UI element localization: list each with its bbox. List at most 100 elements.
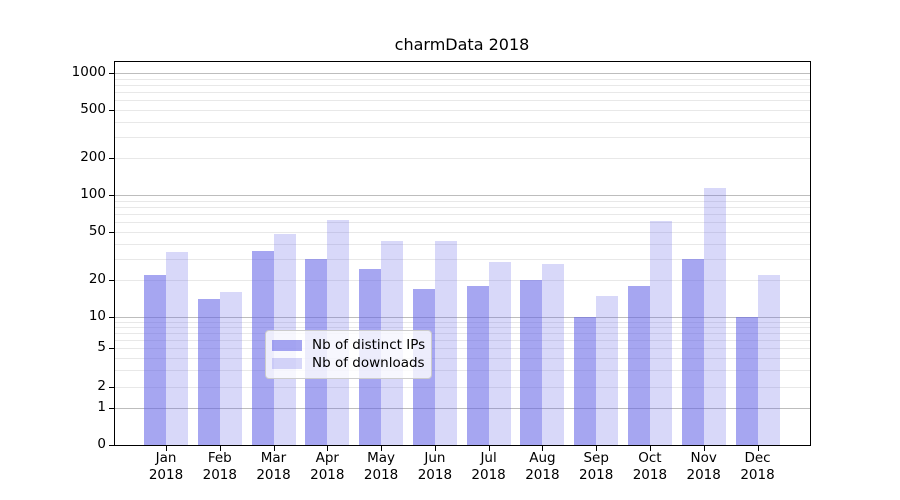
x-tick-month: Jun [424, 450, 446, 466]
x-tick-year: 2018 [471, 467, 506, 483]
x-tick-year: 2018 [148, 467, 184, 483]
x-tick-mark-apr [327, 446, 329, 451]
legend-item-downloads: Nb of downloads [272, 355, 425, 372]
gridline-minor-300 [114, 136, 810, 138]
x-tick-mark-oct [649, 446, 651, 451]
gridline-minor-900 [114, 78, 810, 80]
y-tick-mark-100 [109, 195, 114, 196]
x-tick-year: 2018 [417, 467, 453, 483]
x-tick-label-mar: Mar 2018 [244, 450, 304, 484]
y-tick-label-2: 2 [97, 377, 106, 394]
x-tick-month: Jul [480, 450, 497, 466]
bar-distinct-ips-feb [197, 299, 220, 445]
x-tick-label-dec: Dec 2018 [728, 450, 788, 484]
x-tick-year: 2018 [632, 467, 668, 483]
gridline-minor-20 [114, 280, 810, 282]
x-tick-month: Nov [690, 450, 717, 466]
x-tick-year: 2018 [310, 467, 345, 483]
x-tick-mark-may [381, 446, 383, 451]
gridline-minor-7 [114, 333, 810, 335]
gridline-minor-600 [114, 100, 810, 102]
y-tick-label-1: 1 [97, 399, 106, 416]
plot-area [114, 61, 810, 445]
x-tick-month: Apr [315, 450, 339, 466]
y-tick-mark-1000 [109, 73, 114, 74]
x-tick-label-nov: Nov 2018 [674, 450, 734, 484]
x-tick-month: Mar [260, 450, 287, 466]
x-tick-mark-aug [542, 446, 544, 451]
gridline-minor-8 [114, 327, 810, 329]
x-tick-label-jul: Jul 2018 [459, 450, 519, 484]
x-tick-year: 2018 [579, 467, 614, 483]
gridline-minor-700 [114, 91, 810, 93]
x-tick-label-jan: Jan 2018 [136, 450, 196, 484]
gridline-minor-30 [114, 258, 810, 260]
y-tick-mark-5 [109, 348, 114, 350]
x-tick-mark-jan [166, 446, 167, 451]
gridline-minor-4 [114, 357, 810, 359]
bar-distinct-ips-sep [574, 317, 597, 445]
gridline-major-10 [114, 317, 810, 318]
legend-swatch-distinct-ips [272, 340, 302, 351]
y-tick-mark-50 [109, 231, 114, 233]
plot-border-bottom [114, 445, 811, 446]
y-tick-label-1000: 1000 [71, 64, 106, 80]
bar-downloads-aug [542, 264, 565, 445]
x-tick-year: 2018 [363, 467, 399, 483]
bar-downloads-sep [596, 295, 619, 445]
x-tick-month: Jan [155, 450, 177, 466]
bar-distinct-ips-aug [520, 280, 543, 445]
bar-distinct-ips-dec [735, 317, 758, 445]
y-tick-label-20: 20 [88, 271, 106, 288]
legend-swatch-downloads [272, 358, 302, 369]
x-tick-mark-sep [596, 446, 598, 451]
plot-border-right [810, 61, 811, 446]
gridline-minor-5 [114, 348, 810, 350]
y-tick-label-50: 50 [88, 222, 106, 239]
x-tick-label-aug: Aug 2018 [512, 450, 572, 484]
x-tick-mark-jun [434, 446, 436, 451]
chart-title: charmData 2018 [394, 35, 530, 54]
x-tick-month: Dec [744, 450, 771, 466]
x-tick-month: Sep [583, 450, 609, 466]
x-tick-year: 2018 [525, 467, 560, 483]
bar-downloads-jul [488, 262, 511, 445]
gridline-minor-9 [114, 321, 810, 323]
bar-distinct-ips-nov [681, 258, 704, 445]
y-tick-label-500: 500 [80, 100, 106, 117]
gridline-major-1 [114, 408, 810, 410]
x-tick-month: Oct [638, 450, 662, 466]
bar-downloads-jun [434, 241, 457, 445]
y-tick-label-5: 5 [97, 339, 106, 356]
y-tick-mark-200 [109, 158, 114, 160]
y-tick-mark-500 [109, 109, 114, 111]
gridline-minor-90 [114, 200, 810, 202]
x-tick-mark-feb [219, 446, 221, 451]
x-tick-label-jun: Jun 2018 [405, 450, 465, 484]
bar-downloads-jan [166, 252, 188, 445]
x-tick-month: May [367, 450, 396, 466]
bar-distinct-ips-jul [466, 285, 489, 445]
y-tick-label-0: 0 [97, 436, 106, 452]
gridline-minor-400 [114, 121, 810, 123]
bar-distinct-ips-jan [144, 275, 166, 445]
x-tick-mark-jul [488, 446, 490, 451]
x-tick-mark-nov [703, 446, 705, 451]
x-tick-mark-dec [757, 446, 759, 451]
x-tick-year: 2018 [256, 467, 291, 483]
x-tick-label-may: May 2018 [351, 450, 411, 484]
y-tick-mark-0 [109, 445, 114, 446]
y-axis-line [114, 61, 115, 446]
bar-downloads-nov [703, 187, 726, 445]
x-tick-month: Feb [207, 450, 232, 466]
x-tick-label-sep: Sep 2018 [566, 450, 626, 484]
gridline-minor-6 [114, 340, 810, 342]
legend-label: Nb of downloads [312, 355, 425, 371]
x-tick-month: Aug [529, 450, 556, 466]
y-tick-mark-10 [109, 317, 114, 318]
x-tick-year: 2018 [202, 467, 237, 483]
y-tick-mark-20 [109, 280, 114, 282]
gridline-minor-2 [114, 386, 810, 388]
gridline-minor-500 [114, 109, 810, 111]
